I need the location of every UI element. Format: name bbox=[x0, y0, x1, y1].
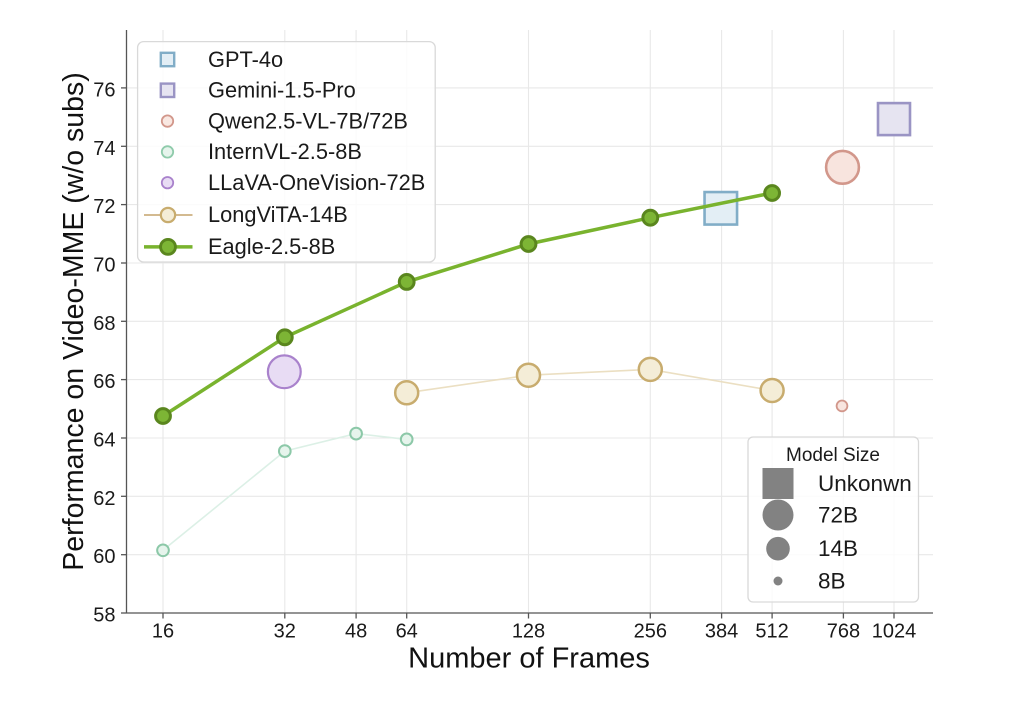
svg-text:72: 72 bbox=[93, 196, 115, 218]
svg-text:16: 16 bbox=[152, 621, 174, 643]
svg-text:64: 64 bbox=[396, 621, 418, 643]
svg-text:32: 32 bbox=[274, 621, 296, 643]
svg-text:Gemini-1.5-Pro: Gemini-1.5-Pro bbox=[208, 78, 356, 103]
svg-text:58: 58 bbox=[93, 605, 115, 627]
svg-text:Model Size: Model Size bbox=[786, 445, 880, 466]
svg-text:LLaVA-OneVision-72B: LLaVA-OneVision-72B bbox=[208, 170, 425, 195]
svg-text:Unkonwn: Unkonwn bbox=[818, 471, 912, 496]
svg-text:768: 768 bbox=[827, 621, 860, 643]
svg-text:Performance on Video-MME (w/o: Performance on Video-MME (w/o subs) bbox=[58, 72, 90, 570]
svg-text:Eagle-2.5-8B: Eagle-2.5-8B bbox=[208, 234, 335, 259]
svg-text:1024: 1024 bbox=[872, 621, 917, 643]
svg-text:256: 256 bbox=[634, 621, 667, 643]
svg-text:60: 60 bbox=[93, 546, 115, 568]
svg-text:512: 512 bbox=[755, 621, 788, 643]
svg-text:70: 70 bbox=[93, 255, 115, 277]
svg-text:384: 384 bbox=[705, 621, 738, 643]
svg-text:68: 68 bbox=[93, 313, 115, 335]
svg-text:InternVL-2.5-8B: InternVL-2.5-8B bbox=[208, 139, 362, 164]
svg-text:62: 62 bbox=[93, 488, 115, 510]
svg-text:Number of Frames: Number of Frames bbox=[408, 643, 650, 675]
svg-text:Qwen2.5-VL-7B/72B: Qwen2.5-VL-7B/72B bbox=[208, 108, 408, 133]
svg-text:14B: 14B bbox=[818, 536, 858, 561]
svg-text:128: 128 bbox=[512, 621, 545, 643]
svg-text:66: 66 bbox=[93, 371, 115, 393]
svg-text:48: 48 bbox=[345, 621, 367, 643]
svg-text:64: 64 bbox=[93, 430, 115, 452]
svg-text:GPT-4o: GPT-4o bbox=[208, 47, 283, 72]
svg-text:8B: 8B bbox=[818, 569, 846, 594]
svg-text:76: 76 bbox=[93, 79, 115, 101]
svg-text:74: 74 bbox=[93, 138, 115, 160]
svg-text:LongViTA-14B: LongViTA-14B bbox=[208, 202, 348, 227]
svg-text:72B: 72B bbox=[818, 503, 858, 528]
